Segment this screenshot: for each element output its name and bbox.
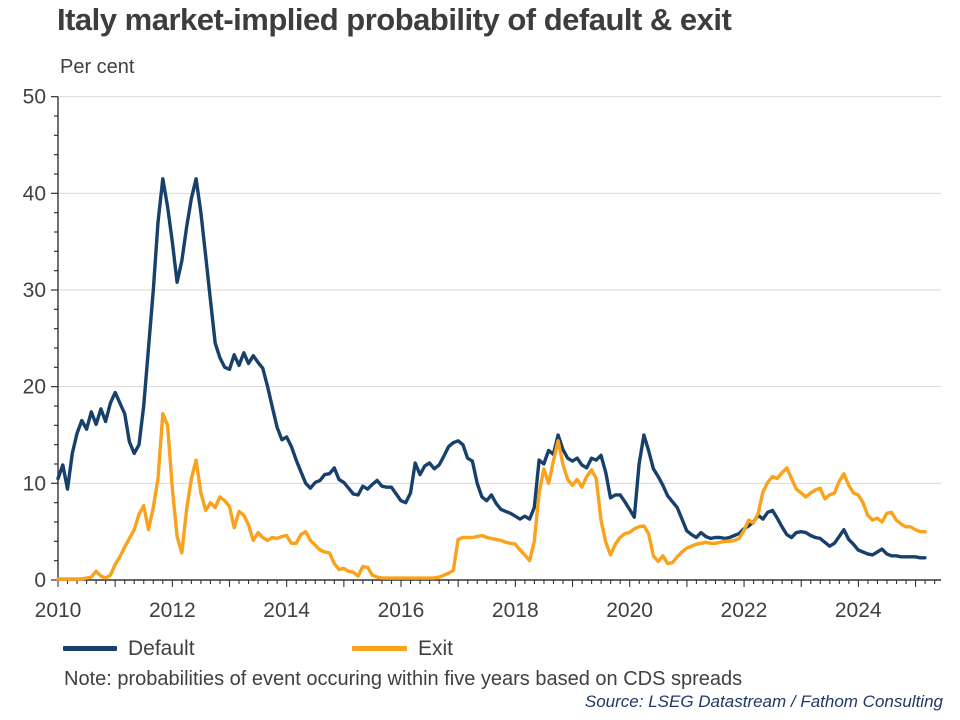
x-tick-label-2014: 2014: [263, 599, 310, 622]
y-tick-label-40: 40: [23, 182, 46, 205]
y-tick-label-0: 0: [34, 569, 46, 592]
page-title: Italy market-implied probability of defa…: [57, 2, 732, 37]
x-tick-label-2012: 2012: [149, 599, 196, 622]
series-line-default: [56, 177, 927, 560]
legend-label-default: Default: [128, 637, 195, 660]
x-tick-label-2024: 2024: [835, 599, 882, 622]
x-tick-label-2018: 2018: [492, 599, 539, 622]
source-credit: Source: LSEG Datastream / Fathom Consult…: [584, 692, 943, 711]
x-tick-label-2022: 2022: [721, 599, 768, 622]
y-tick-label-10: 10: [23, 472, 46, 495]
legend-swatch-default: [63, 646, 117, 651]
y-axis-unit-label: Per cent: [60, 56, 135, 78]
legend-swatch-exit: [352, 646, 407, 651]
y-tick-label-20: 20: [23, 376, 46, 399]
y-tick-label-50: 50: [23, 86, 46, 109]
x-tick-label-2020: 2020: [606, 599, 653, 622]
legend-label-exit: Exit: [418, 637, 454, 660]
x-tick-label-2016: 2016: [378, 599, 425, 622]
y-tick-label-30: 30: [23, 279, 46, 302]
line-chart: 0 10 20 30 40 50 2010 2012 2014 2016 2018 2020 2022 2…: [23, 86, 941, 622]
x-tick-label-2010: 2010: [35, 599, 82, 622]
footnote: Note: probabilities of event occuring wi…: [64, 668, 743, 690]
series-line-exit: [56, 412, 927, 581]
